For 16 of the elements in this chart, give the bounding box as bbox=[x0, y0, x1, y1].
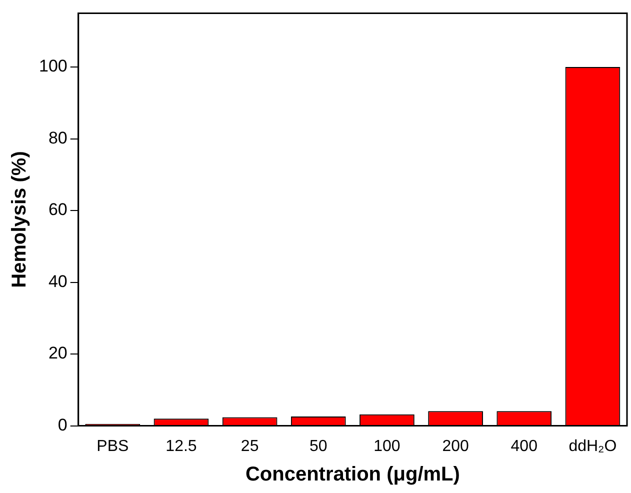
x-tick-label: PBS bbox=[96, 438, 129, 455]
y-axis-title: Hemolysis (%) bbox=[8, 151, 31, 288]
y-tick-label: 100 bbox=[38, 56, 68, 76]
y-tick-label: 60 bbox=[48, 200, 68, 220]
y-tick-label: 0 bbox=[58, 415, 68, 434]
x-axis-title: Concentration (μg/mL) bbox=[245, 464, 460, 486]
y-tick-label: 40 bbox=[48, 272, 68, 291]
x-tick-label: 400 bbox=[510, 438, 538, 455]
x-tick-label: 50 bbox=[309, 438, 328, 455]
y-tick-label: 20 bbox=[48, 344, 68, 363]
x-tick-label: 100 bbox=[374, 438, 400, 455]
x-tick-label: ddH₂O bbox=[568, 438, 617, 455]
x-tick-label: 25 bbox=[240, 438, 259, 455]
x-tick-label: 12.5 bbox=[166, 438, 197, 455]
y-tick-label: 80 bbox=[48, 128, 68, 148]
x-tick-label: 200 bbox=[442, 438, 469, 455]
